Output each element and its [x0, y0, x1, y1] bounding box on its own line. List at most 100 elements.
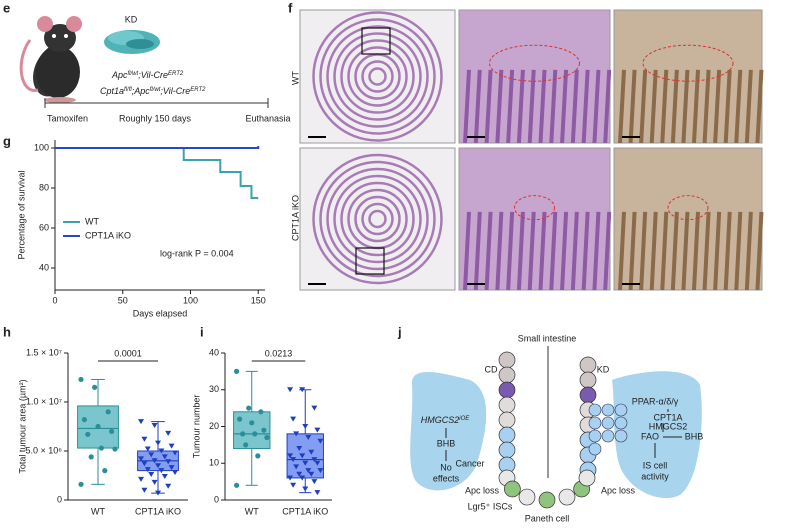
- data-point: [302, 460, 309, 466]
- data-point: [161, 473, 168, 479]
- tissue-ring: [312, 11, 443, 142]
- panel-label: h: [3, 324, 11, 339]
- diagram-label: CPT1A: [653, 412, 682, 422]
- genotype-part: ;Vil-Cre: [160, 86, 190, 96]
- data-point: [144, 446, 151, 452]
- villus: [681, 211, 690, 291]
- kd-pellet-pile: [104, 30, 160, 54]
- p-value: 0.0001: [114, 348, 142, 358]
- data-point: [165, 459, 172, 465]
- paneth-cell: [518, 488, 536, 506]
- villus: [516, 69, 525, 144]
- villus: [723, 69, 732, 144]
- tissue-ring: [354, 195, 401, 243]
- panel-label: j: [397, 324, 402, 339]
- y-tick-label: 40: [39, 262, 49, 272]
- villus: [538, 69, 547, 144]
- villus: [495, 69, 504, 144]
- data-point: [78, 481, 84, 487]
- cell: [579, 386, 597, 404]
- diagram-label: Cancer: [455, 458, 484, 468]
- data-point: [165, 430, 172, 436]
- data-point: [144, 467, 151, 473]
- timeline-label: Roughly 150 days: [119, 113, 192, 123]
- data-point: [233, 482, 240, 488]
- panel-label: g: [3, 133, 11, 148]
- diagram-label: Small intestine: [518, 333, 577, 343]
- villus: [549, 69, 558, 144]
- villus: [628, 69, 637, 144]
- cell: [579, 371, 597, 389]
- data-point: [237, 416, 243, 422]
- data-point: [302, 486, 309, 492]
- image-frame: [299, 147, 456, 291]
- genotype-part: ;Vil-Cre: [138, 70, 168, 80]
- diagram-label: FAO: [641, 431, 659, 441]
- data-point: [168, 465, 175, 471]
- data-point: [102, 468, 108, 474]
- villus: [670, 69, 679, 144]
- villus: [527, 69, 536, 144]
- villus: [734, 69, 743, 144]
- villus: [702, 69, 711, 144]
- inset-box: [355, 247, 385, 275]
- villus: [560, 69, 569, 144]
- mouse-illustration: [19, 16, 82, 103]
- legend-label: CPT1A iKO: [85, 230, 131, 240]
- villus: [603, 211, 612, 291]
- tissue-ring: [333, 174, 422, 264]
- diagram-label: KD: [597, 364, 610, 374]
- data-point: [81, 417, 87, 423]
- y-tick-label: 80: [39, 182, 49, 192]
- genotype-part: fl/wt: [150, 87, 161, 93]
- tumour-cell: [614, 416, 628, 430]
- tissue-ring: [312, 153, 443, 285]
- paneth-cell: [538, 491, 556, 509]
- tissue-ring: [361, 60, 394, 93]
- villus: [660, 69, 669, 144]
- timeline-label: Euthanasia: [245, 113, 290, 123]
- data-point: [299, 387, 306, 393]
- villus: [723, 211, 732, 291]
- data-point: [148, 452, 155, 458]
- villus: [484, 69, 493, 144]
- x-tick-label: CPT1A iKO: [135, 506, 181, 516]
- diagram-label: IS cell: [643, 460, 668, 470]
- data-point: [293, 431, 300, 437]
- y-axis-label: Percentage of survival: [16, 170, 26, 259]
- data-point: [109, 428, 115, 434]
- x-tick-label: 0: [52, 295, 57, 305]
- data-point: [141, 461, 148, 467]
- data-point: [308, 449, 315, 455]
- villus: [692, 211, 700, 291]
- x-tick-label: CPT1A iKO: [282, 506, 328, 516]
- tumour-cell: [588, 416, 602, 430]
- crypt-cells: [498, 351, 628, 509]
- data-point: [158, 448, 165, 454]
- data-point: [112, 446, 118, 452]
- villus: [506, 211, 515, 291]
- villus: [473, 69, 482, 144]
- villus: [581, 211, 590, 291]
- data-point: [151, 423, 158, 429]
- data-point: [299, 453, 306, 459]
- villus: [581, 69, 590, 144]
- diagram-label: No: [440, 462, 452, 472]
- villus: [463, 211, 471, 291]
- diagram-label-part: iOE: [459, 416, 470, 422]
- tissue-ring: [326, 25, 429, 128]
- villus: [639, 211, 648, 291]
- cell: [579, 356, 597, 374]
- data-point: [105, 409, 111, 415]
- x-tick-label: WT: [91, 506, 105, 516]
- x-tick-label: 50: [118, 295, 128, 305]
- data-point: [314, 490, 321, 496]
- paneth-cell: [558, 488, 576, 506]
- panel-label: e: [3, 0, 10, 15]
- data-point: [305, 435, 312, 441]
- data-point: [293, 464, 300, 470]
- villus: [506, 69, 515, 144]
- villus: [538, 211, 547, 291]
- panel-label: i: [200, 324, 204, 339]
